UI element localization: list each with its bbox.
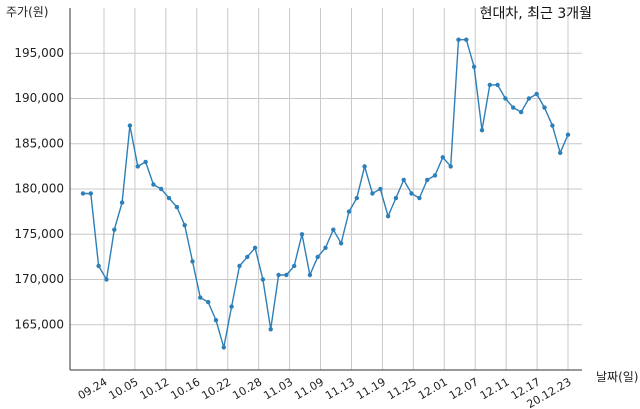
- data-point: [80, 191, 86, 196]
- data-point: [362, 164, 367, 169]
- data-point: [135, 164, 140, 169]
- y-tick-label: 175,000: [14, 227, 64, 241]
- y-tick-labels: 165,000 170,000 175,000 180,000 185,000 190,0…: [14, 46, 64, 332]
- data-point: [495, 82, 500, 88]
- data-point: [276, 272, 281, 278]
- x-tick-label: 11.13: [323, 375, 357, 402]
- data-point: [448, 164, 453, 169]
- data-point: [378, 186, 383, 192]
- data-point: [385, 214, 391, 219]
- y-tick-label: 190,000: [14, 91, 64, 105]
- data-point: [401, 177, 406, 183]
- data-point: [346, 209, 352, 214]
- data-point: [221, 345, 226, 350]
- data-point: [487, 82, 492, 88]
- data-point: [299, 232, 305, 237]
- data-point: [565, 132, 571, 137]
- y-tick-label: 180,000: [14, 182, 64, 196]
- x-tick-label: 12.11: [478, 375, 512, 402]
- data-point: [550, 123, 555, 128]
- data-point: [526, 96, 532, 101]
- y-axis-label: 주가(원): [6, 5, 48, 19]
- data-point: [151, 182, 156, 187]
- x-tick-label: 12.07: [447, 375, 481, 402]
- x-tick-label: 10.22: [199, 375, 233, 402]
- data-point: [518, 109, 524, 115]
- data-point: [323, 245, 328, 250]
- data-point: [127, 123, 133, 128]
- data-point: [213, 318, 219, 323]
- data-point: [331, 227, 336, 232]
- data-point: [479, 128, 485, 133]
- axes: [69, 8, 582, 371]
- data-point: [159, 186, 164, 192]
- x-tick-label: 10.12: [138, 375, 172, 402]
- data-point: [338, 241, 344, 246]
- x-tick-label: 10.05: [107, 375, 141, 402]
- data-point: [237, 263, 242, 269]
- data-point: [174, 204, 180, 210]
- data-point: [307, 272, 313, 278]
- data-point: [104, 277, 109, 282]
- x-tick-label: 10.28: [230, 375, 264, 402]
- x-tick-label: 11.03: [261, 375, 295, 402]
- x-tick-label: 11.09: [292, 375, 326, 402]
- data-point: [190, 259, 195, 264]
- data-point: [409, 191, 414, 196]
- price-series: [80, 37, 571, 350]
- data-point: [558, 150, 563, 155]
- data-point: [229, 304, 234, 309]
- data-point: [464, 37, 469, 42]
- chart-title: 현대차, 최근 3개월: [480, 6, 592, 22]
- data-point: [252, 245, 258, 250]
- data-point: [119, 200, 125, 205]
- data-point: [370, 191, 375, 196]
- data-point: [260, 277, 266, 282]
- data-point: [471, 64, 477, 70]
- data-point: [268, 327, 273, 332]
- data-point: [112, 227, 117, 232]
- data-point: [198, 295, 203, 300]
- x-tick-label: 11.19: [354, 375, 388, 402]
- x-axis-label: 날짜(일): [596, 370, 638, 384]
- data-point: [393, 195, 399, 201]
- data-point: [456, 37, 461, 42]
- y-tick-label: 170,000: [14, 272, 64, 286]
- data-point: [440, 155, 445, 160]
- x-tick-label: 11.25: [385, 375, 419, 402]
- data-point: [88, 191, 94, 196]
- y-tick-label: 185,000: [14, 136, 64, 150]
- data-point: [534, 91, 539, 97]
- data-point: [182, 223, 187, 228]
- data-point: [96, 263, 101, 269]
- data-point: [417, 195, 422, 201]
- data-point: [245, 254, 250, 260]
- data-point: [166, 195, 172, 201]
- x-tick-label: 12.01: [416, 375, 450, 402]
- data-point: [206, 299, 211, 305]
- x-tick-labels: 09.2410.0510.1210.1610.2210.2811.0311.09…: [76, 375, 574, 409]
- data-point: [143, 159, 148, 165]
- data-point: [354, 195, 359, 201]
- x-tick-label: 10.16: [169, 375, 203, 402]
- data-point: [284, 272, 289, 278]
- x-tick-label: 09.24: [76, 375, 110, 402]
- data-point: [503, 96, 508, 101]
- data-point: [511, 105, 516, 110]
- series-line: [83, 39, 569, 348]
- data-point: [292, 263, 297, 269]
- data-point: [315, 254, 320, 260]
- grid-lines: [70, 8, 582, 370]
- y-tick-label: 195,000: [14, 46, 64, 60]
- data-point: [542, 105, 547, 110]
- data-point: [425, 177, 430, 183]
- y-tick-label: 165,000: [14, 317, 64, 331]
- data-point: [432, 173, 438, 178]
